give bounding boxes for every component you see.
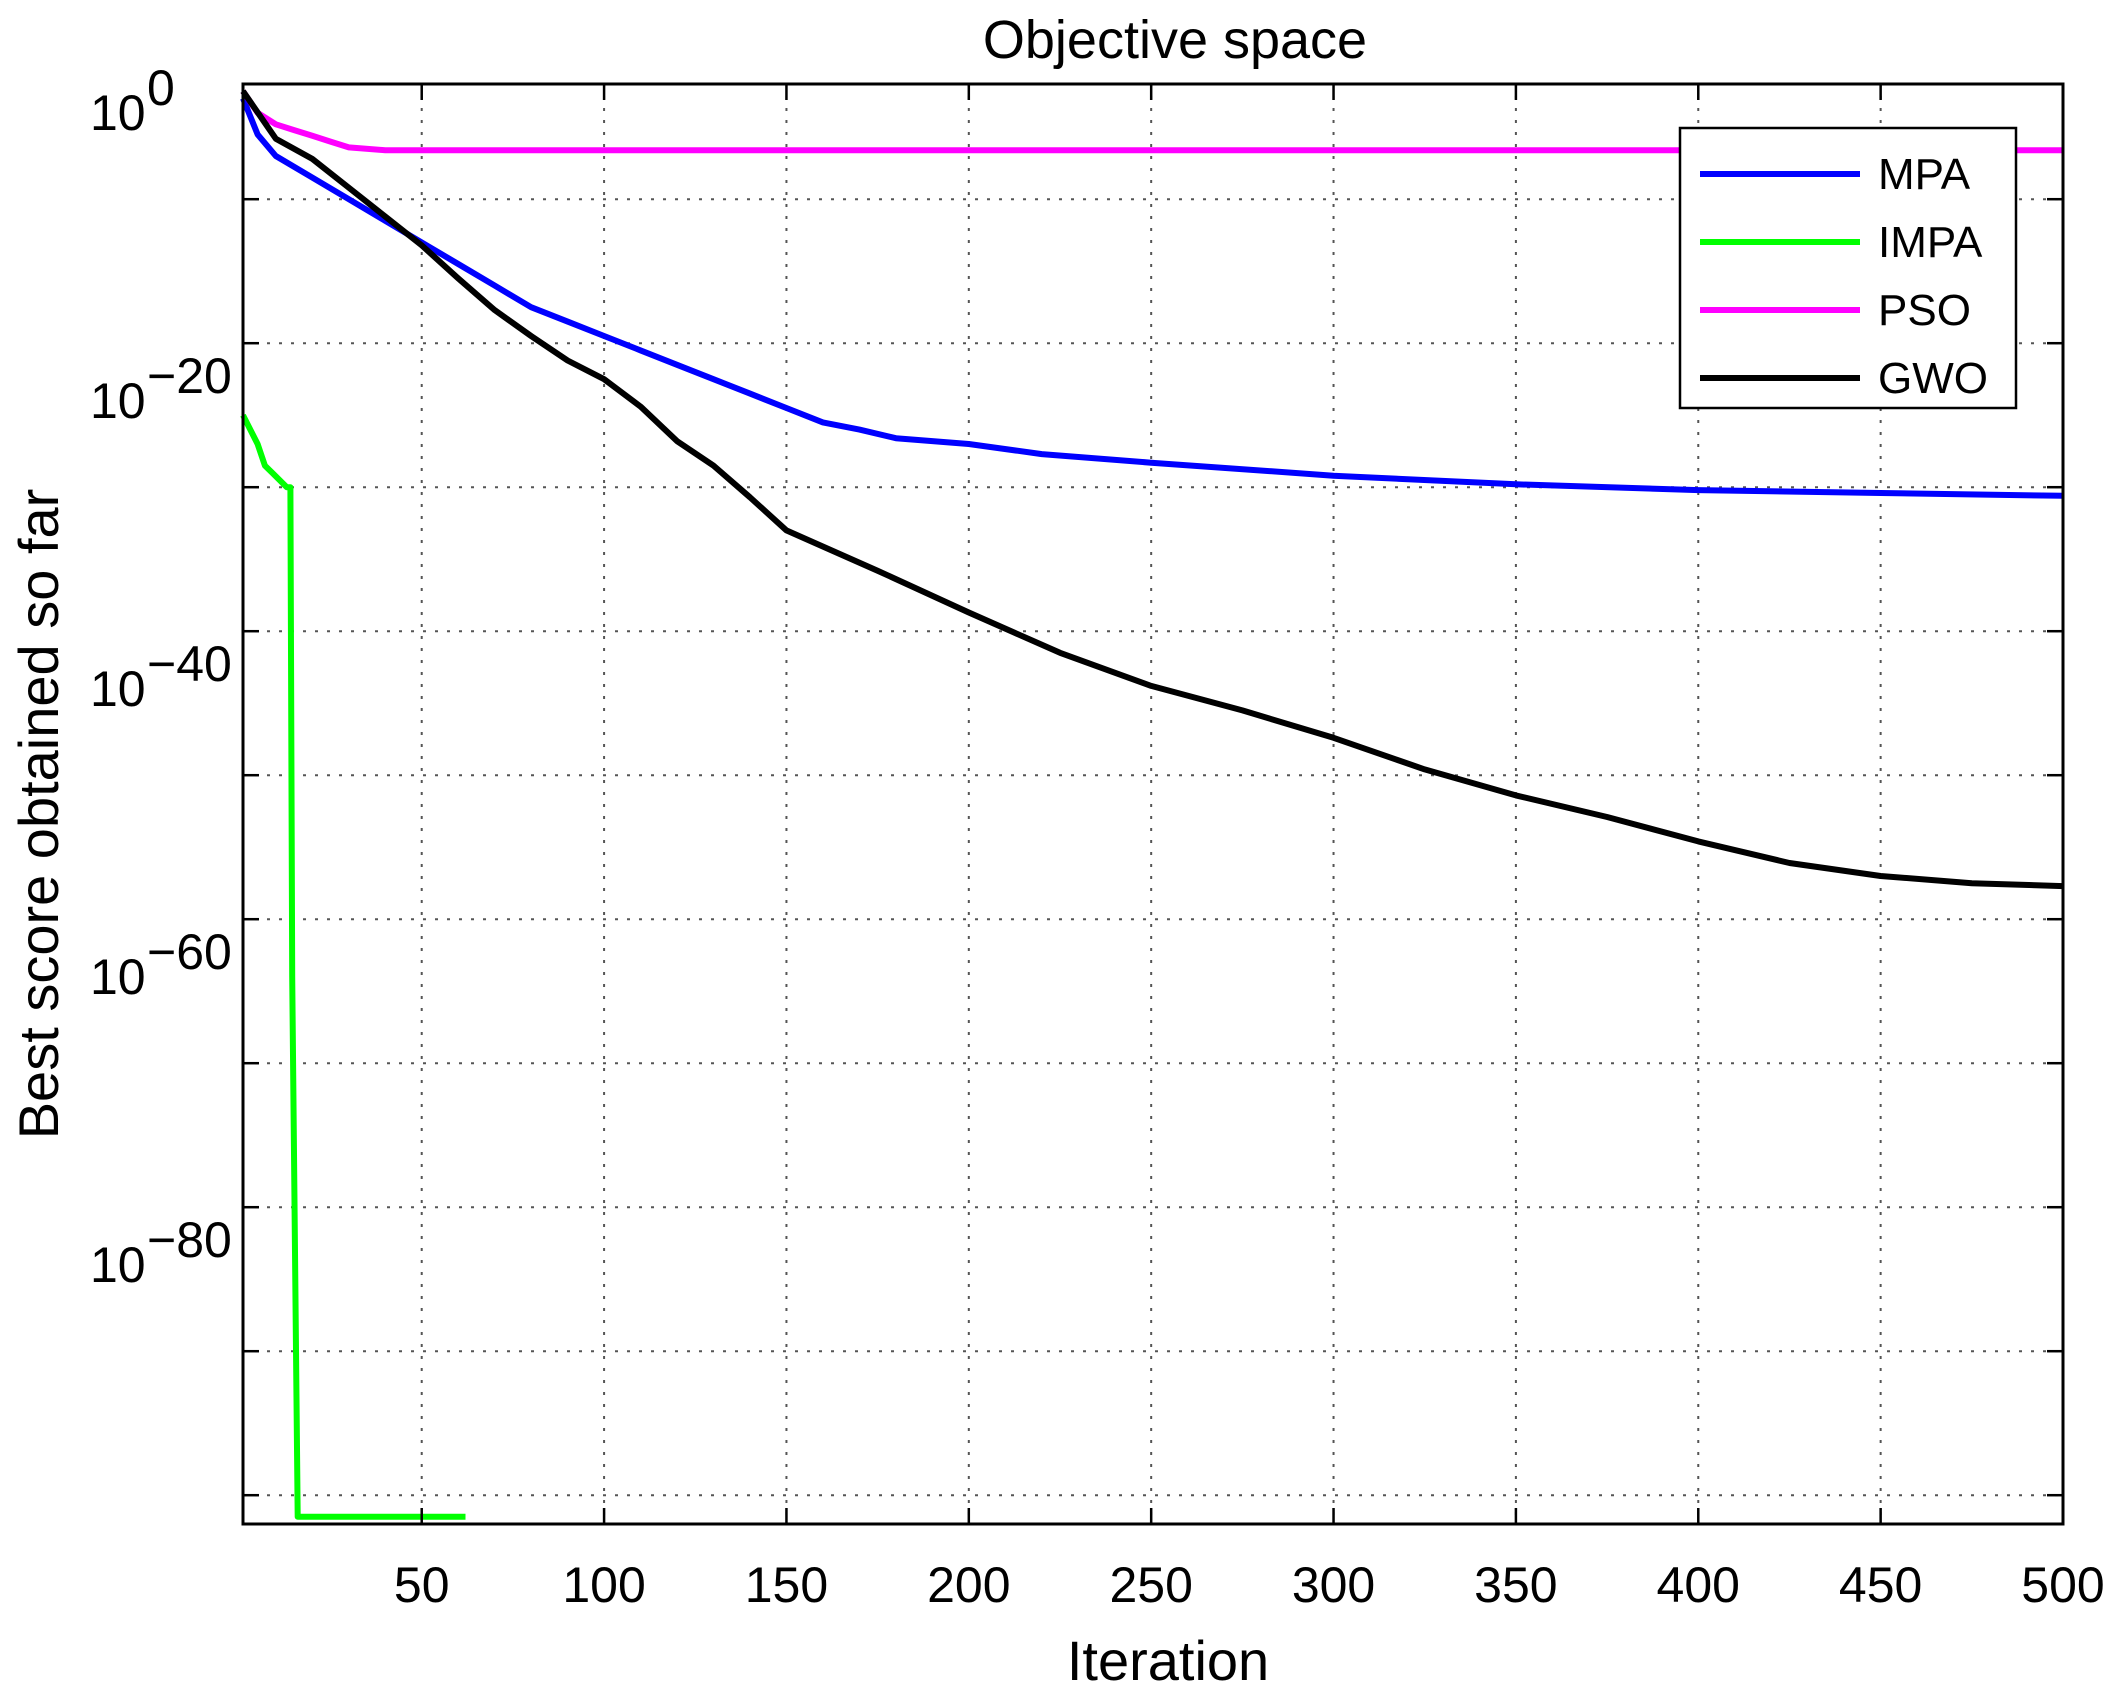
y-tick-base: 10 bbox=[90, 949, 146, 1005]
series-line-mpa bbox=[240, 97, 2064, 499]
y-tick-exponent: −60 bbox=[147, 924, 232, 980]
y-tick-label: 10 −20 bbox=[90, 348, 232, 429]
y-tick-label: 10 −60 bbox=[90, 924, 232, 1005]
legend-label-gwo: GWO bbox=[1878, 354, 1988, 403]
series-line-impa bbox=[240, 413, 466, 1520]
y-tick-base: 10 bbox=[90, 85, 146, 141]
x-tick-label: 500 bbox=[2021, 1557, 2104, 1613]
x-tick-label: 350 bbox=[1474, 1557, 1557, 1613]
y-tick-exponent: −80 bbox=[147, 1212, 232, 1268]
x-tick-label: 100 bbox=[562, 1557, 645, 1613]
y-tick-exponent: −40 bbox=[147, 636, 232, 692]
axis-ticks bbox=[243, 84, 2065, 1524]
x-axis-label: Iteration bbox=[1067, 1629, 1269, 1692]
legend-label-mpa: MPA bbox=[1878, 150, 1971, 199]
x-tick-label: 400 bbox=[1657, 1557, 1740, 1613]
x-tick-label: 450 bbox=[1839, 1557, 1922, 1613]
x-tick-labels: 50 100 150 200 250 300 350 400 450 500 bbox=[394, 1557, 2105, 1613]
y-tick-label: 10 −40 bbox=[90, 636, 232, 717]
x-tick-label: 250 bbox=[1109, 1557, 1192, 1613]
x-tick-label: 150 bbox=[745, 1557, 828, 1613]
y-tick-label: 10 −80 bbox=[90, 1212, 232, 1293]
plot-area-frame bbox=[241, 82, 2065, 1526]
x-tick-label: 300 bbox=[1292, 1557, 1375, 1613]
x-tick-label: 200 bbox=[927, 1557, 1010, 1613]
series-line-gwo bbox=[240, 89, 2064, 890]
y-tick-base: 10 bbox=[90, 1237, 146, 1293]
y-tick-base: 10 bbox=[90, 373, 146, 429]
y-tick-exponent: −20 bbox=[147, 348, 232, 404]
y-tick-exponent: 0 bbox=[147, 60, 175, 116]
chart-title: Objective space bbox=[983, 10, 1367, 70]
legend-label-pso: PSO bbox=[1878, 286, 1971, 335]
legend: MPA IMPA PSO GWO bbox=[1678, 126, 2018, 410]
x-tick-label: 50 bbox=[394, 1557, 450, 1613]
legend-label-impa: IMPA bbox=[1878, 218, 1983, 267]
y-tick-label: 10 0 bbox=[90, 60, 175, 141]
y-axis-label: Best score obtained so far bbox=[7, 489, 70, 1140]
series-line-pso bbox=[240, 89, 2063, 154]
series-lines bbox=[240, 89, 2064, 1520]
y-tick-base: 10 bbox=[90, 661, 146, 717]
